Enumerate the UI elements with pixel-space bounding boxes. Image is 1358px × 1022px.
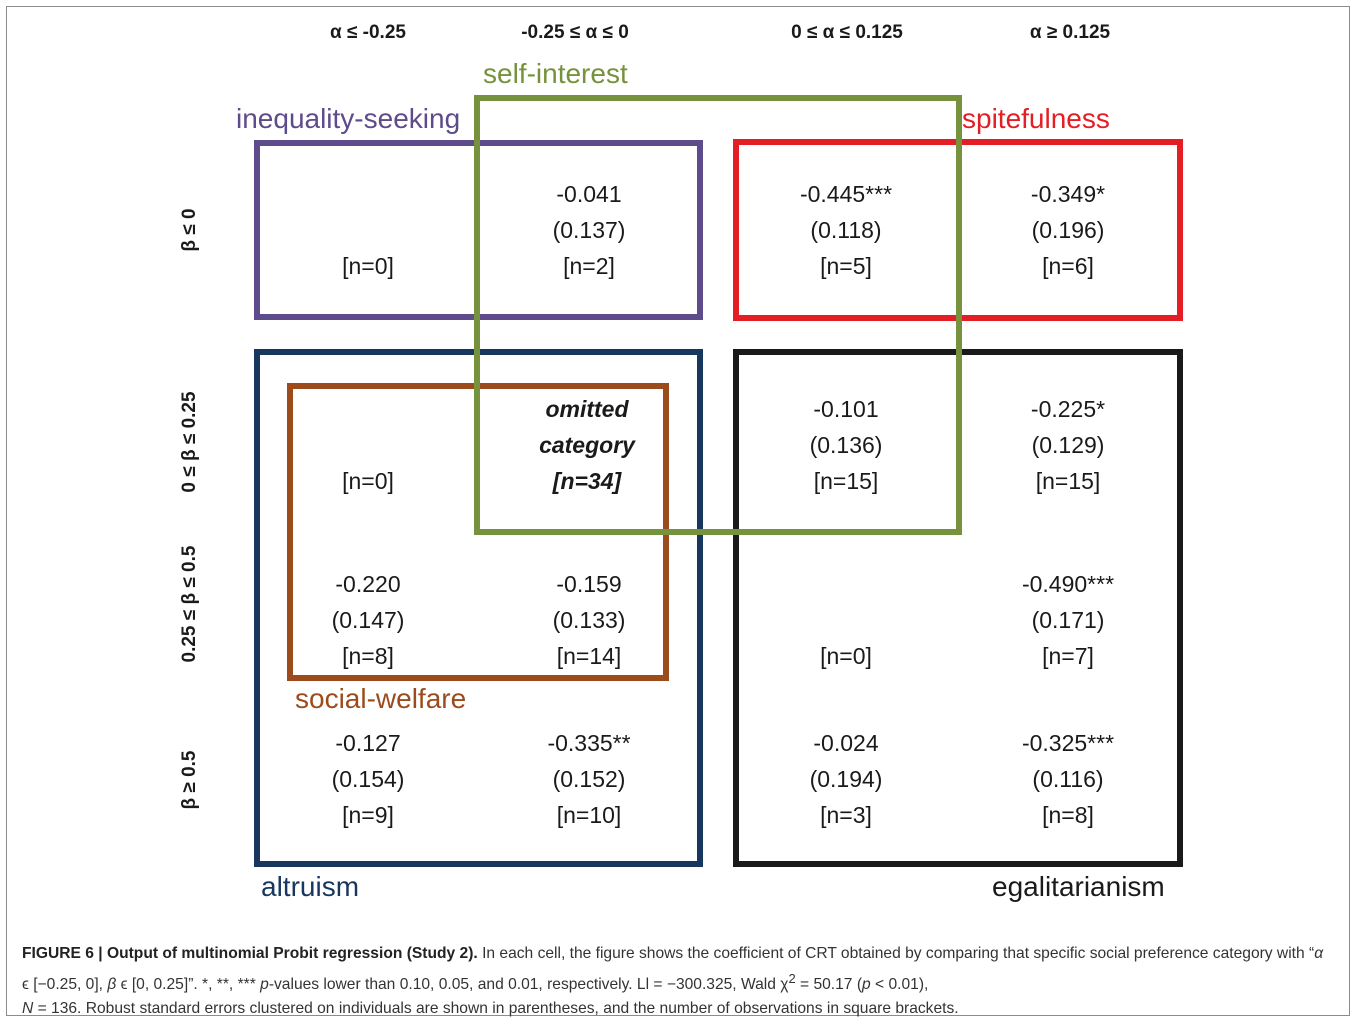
social-welfare-label: social-welfare — [295, 683, 467, 714]
cell-count: [n=34] — [552, 468, 622, 494]
cell-coefficient: omitted — [545, 396, 629, 422]
column-header: -0.25 ≤ α ≤ 0 — [521, 22, 629, 43]
column-header: 0 ≤ α ≤ 0.125 — [791, 22, 903, 43]
cell-coefficient — [258, 176, 478, 212]
cell-coefficient: -0.101 — [813, 396, 879, 422]
cell-standard-error: (0.194) — [809, 766, 883, 792]
cell-coefficient: -0.024 — [813, 730, 879, 756]
caption-text: ϵ [−0.25, 0], — [22, 975, 108, 993]
caption-text: N — [22, 1000, 34, 1018]
cell-count: [n=6] — [1042, 253, 1094, 279]
cell-count: [n=10] — [556, 802, 622, 828]
caption-text: = 136. Robust standard errors clustered … — [33, 1000, 959, 1018]
cell-count: [n=5] — [820, 253, 872, 279]
caption-text: α — [1314, 945, 1324, 962]
cell-standard-error: (0.171) — [1031, 607, 1105, 633]
caption-text: β — [107, 975, 117, 993]
cell-coefficient: -0.325*** — [1021, 730, 1115, 756]
caption-text: p — [260, 975, 269, 993]
cell-standard-error — [258, 212, 478, 248]
cell-count: [n=3] — [820, 802, 872, 828]
cell-count: [n=8] — [1042, 802, 1094, 828]
cell-coefficient: -0.225* — [1030, 396, 1106, 422]
caption-text: = 50.17 ( — [795, 975, 863, 993]
cell-coefficient: -0.127 — [335, 730, 401, 756]
caption-text: < 0.01), — [870, 975, 929, 993]
cell-coefficient: -0.041 — [556, 181, 622, 207]
column-header: α ≥ 0.125 — [1029, 22, 1111, 43]
figure-caption-label: FIGURE 6 | Output of multinomial Probit … — [22, 945, 478, 962]
altruism-label: altruism — [261, 871, 360, 902]
figure-caption: FIGURE 6 | Output of multinomial Probit … — [22, 942, 1334, 1022]
cell-standard-error: (0.147) — [331, 607, 405, 633]
cell-coefficient: -0.159 — [556, 571, 622, 597]
cell-coefficient: -0.445*** — [799, 181, 893, 207]
cell-r3c3: [n=0] — [736, 566, 956, 674]
self-interest-label: self-interest — [483, 58, 628, 89]
cell-coefficient: -0.335** — [547, 730, 631, 756]
cell-r3c1: -0.220 (0.147) [n=8] — [258, 566, 478, 674]
caption-text: 2 — [788, 970, 796, 986]
cell-r4c4: -0.325*** (0.116) [n=8] — [958, 725, 1178, 833]
cell-standard-error: (0.116) — [1032, 766, 1104, 792]
caption-text: -values lower than 0.10, 0.05, and 0.01,… — [268, 975, 789, 993]
cell-count: [n=7] — [1042, 643, 1094, 669]
figure-frame — [6, 6, 1350, 1016]
cell-count: [n=0] — [342, 253, 394, 279]
row-header: β ≥ 0.5 — [179, 750, 200, 810]
egalitarianism-label: egalitarianism — [992, 871, 1165, 902]
cell-coefficient: -0.220 — [335, 571, 401, 597]
row-header: β ≤ 0 — [179, 208, 200, 252]
cell-count: [n=14] — [556, 643, 622, 669]
cell-count: [n=8] — [342, 643, 394, 669]
cell-r3c2: -0.159 (0.133) [n=14] — [479, 566, 699, 674]
row-header: 0.25 ≤ β ≤ 0.5 — [179, 545, 200, 663]
cell-count: [n=0] — [820, 643, 872, 669]
cell-r2c4: -0.225* (0.129) [n=15] — [958, 391, 1178, 499]
caption-text: In each cell, the figure shows the coeff… — [477, 945, 1315, 962]
cell-coefficient — [258, 391, 478, 427]
cell-standard-error: (0.154) — [331, 766, 405, 792]
cell-standard-error: (0.133) — [552, 607, 626, 633]
self-interest-box — [474, 95, 962, 535]
cell-r3c4: -0.490*** (0.171) [n=7] — [958, 566, 1178, 674]
cell-standard-error: (0.136) — [809, 432, 883, 458]
spitefulness-label: spitefulness — [962, 103, 1110, 134]
cell-r2c3: -0.101 (0.136) [n=15] — [736, 391, 956, 499]
cell-r4c1: -0.127 (0.154) [n=9] — [258, 725, 478, 833]
row-header: 0 ≤ β ≤ 0.25 — [179, 391, 200, 493]
cell-standard-error: (0.137) — [552, 217, 626, 243]
caption-text: ϵ [0, 0.25]”. *, **, *** — [116, 975, 261, 993]
cell-standard-error: (0.152) — [552, 766, 626, 792]
cell-r1c1: [n=0] — [258, 176, 478, 284]
caption-text: p — [862, 975, 871, 993]
cell-r2c1: [n=0] — [258, 391, 478, 499]
cell-count: [n=15] — [813, 468, 879, 494]
cell-r1c4: -0.349* (0.196) [n=6] — [958, 176, 1178, 284]
cell-standard-error: (0.129) — [1031, 432, 1105, 458]
inequality-seeking-label: inequality-seeking — [236, 103, 461, 134]
cell-count: [n=2] — [563, 253, 615, 279]
cell-standard-error — [736, 602, 956, 638]
cell-standard-error — [258, 427, 478, 463]
cell-r1c2: -0.041 (0.137) [n=2] — [479, 176, 699, 284]
cell-count: [n=9] — [342, 802, 394, 828]
cell-coefficient: -0.490*** — [1021, 571, 1115, 597]
cell-coefficient: -0.349* — [1030, 181, 1106, 207]
cell-r2c2-omitted-category: omitted category [n=34] — [477, 391, 697, 499]
cell-r1c3: -0.445*** (0.118) [n=5] — [736, 176, 956, 284]
cell-standard-error: (0.196) — [1031, 217, 1105, 243]
column-header: α ≤ -0.25 — [330, 22, 406, 43]
cell-r4c3: -0.024 (0.194) [n=3] — [736, 725, 956, 833]
cell-count: [n=15] — [1035, 468, 1101, 494]
cell-standard-error: category — [539, 432, 635, 458]
cell-r4c2: -0.335** (0.152) [n=10] — [479, 725, 699, 833]
cell-standard-error: (0.118) — [810, 217, 882, 243]
cell-coefficient — [736, 566, 956, 602]
cell-count: [n=0] — [342, 468, 394, 494]
